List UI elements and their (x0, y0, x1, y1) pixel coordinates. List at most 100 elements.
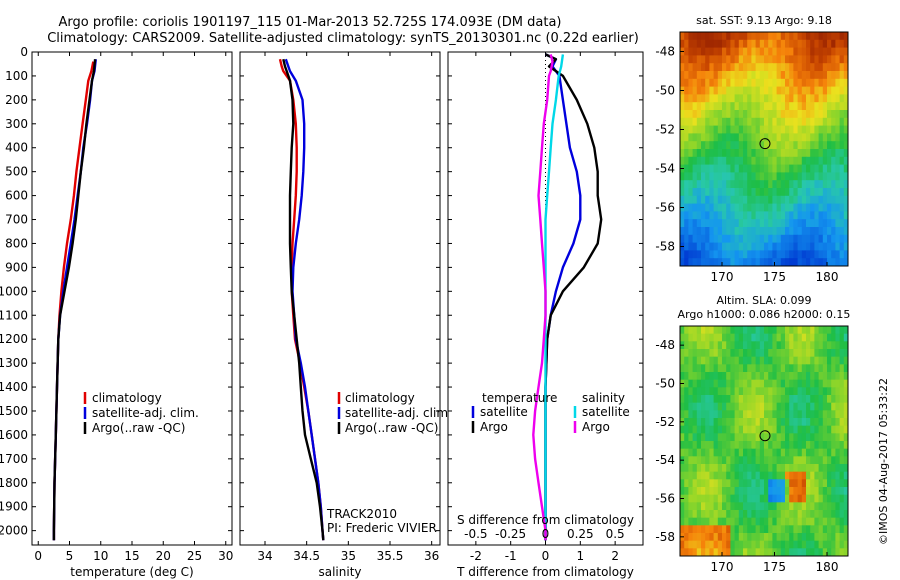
map-cell (722, 487, 727, 496)
map-cell (705, 494, 710, 503)
map-cell (831, 180, 836, 189)
map-cell (730, 517, 736, 526)
map-cell (780, 94, 786, 103)
map-cell (755, 533, 761, 542)
map-cell (755, 510, 761, 519)
map-cell (705, 540, 710, 549)
map-cell (827, 341, 832, 350)
map-cell (738, 402, 744, 411)
map-cell (713, 364, 719, 373)
map-cell (709, 39, 715, 49)
map-cell (810, 487, 815, 496)
map-cell (684, 164, 689, 173)
map-cell (793, 188, 799, 197)
map-cell (818, 326, 824, 335)
map-cell (747, 227, 752, 236)
map-cell (785, 102, 790, 111)
map-cell (743, 63, 748, 72)
map-cell (722, 410, 727, 419)
map-cell (835, 78, 841, 88)
map-cell (743, 86, 748, 95)
map-cell (831, 441, 836, 450)
map-cell (789, 149, 794, 158)
map-cell (747, 258, 752, 267)
map-cell (684, 448, 689, 457)
map-cell (696, 211, 702, 220)
map-cell (831, 349, 836, 358)
map-cell (692, 63, 698, 72)
map-cell (709, 211, 715, 220)
map-cell (768, 258, 773, 267)
map-cell (835, 510, 841, 519)
map-cell (806, 227, 811, 236)
map-cell (793, 180, 799, 189)
map-cell (801, 525, 807, 534)
map-cell (768, 172, 773, 181)
map-cell (688, 211, 694, 220)
map-cell (839, 540, 845, 549)
map-cell (793, 448, 799, 457)
map-cell (722, 258, 727, 267)
map-cell (801, 441, 807, 450)
map-cell (789, 425, 794, 434)
map-cell (772, 55, 778, 64)
map-cell (684, 86, 689, 95)
map-cell (738, 211, 744, 220)
map-cell (705, 55, 710, 64)
map-cell (709, 47, 715, 56)
map-cell (827, 39, 832, 49)
map-cell (768, 141, 773, 150)
map-cell (780, 533, 786, 542)
map-cell (810, 219, 815, 228)
map-cell (827, 250, 832, 259)
map-cell (701, 333, 706, 342)
series-line-satellite (544, 54, 565, 541)
map-cell (839, 63, 845, 72)
map-cell (684, 149, 689, 158)
map-cell (772, 372, 778, 381)
map-cell (797, 418, 803, 427)
map-cell (684, 203, 689, 212)
map-cell (747, 125, 752, 134)
map-cell (810, 32, 815, 41)
map-cell (839, 227, 845, 236)
map-cell (768, 487, 773, 496)
map-cell (717, 234, 723, 244)
map-cell (747, 395, 752, 404)
map-cell (705, 525, 710, 534)
map-cell (722, 510, 727, 519)
map-cell (709, 94, 715, 103)
map-cell (680, 372, 685, 381)
map-cell (801, 102, 807, 111)
map-cell (759, 548, 765, 557)
credit-text: ©IMOS 04-Aug-2017 05:33:22 (877, 378, 890, 545)
map-cell (776, 258, 782, 267)
map-cell (780, 464, 786, 473)
map-cell (743, 211, 748, 220)
map-cell (705, 402, 710, 411)
map-cell (738, 32, 744, 41)
map-cell (755, 32, 761, 41)
map-cell (722, 219, 727, 228)
map-cell (696, 349, 702, 358)
map-cell (738, 94, 744, 103)
map-cell (827, 94, 832, 103)
map-cell (764, 32, 769, 41)
map-cell (688, 141, 694, 150)
map-cell (843, 379, 849, 388)
map-cell (713, 517, 719, 526)
map-cell (818, 418, 824, 427)
map-cell (726, 78, 731, 88)
map-cell (755, 133, 761, 142)
map-cell (810, 395, 815, 404)
map-cell (810, 117, 815, 127)
map-cell (797, 479, 803, 488)
map-cell (705, 180, 710, 189)
map-cell (814, 356, 820, 365)
map-cell (688, 364, 694, 373)
map-cell (789, 47, 794, 56)
map-cell (730, 425, 736, 434)
map-cell (831, 379, 836, 388)
map-cell (688, 448, 694, 457)
map-cell (701, 32, 706, 41)
